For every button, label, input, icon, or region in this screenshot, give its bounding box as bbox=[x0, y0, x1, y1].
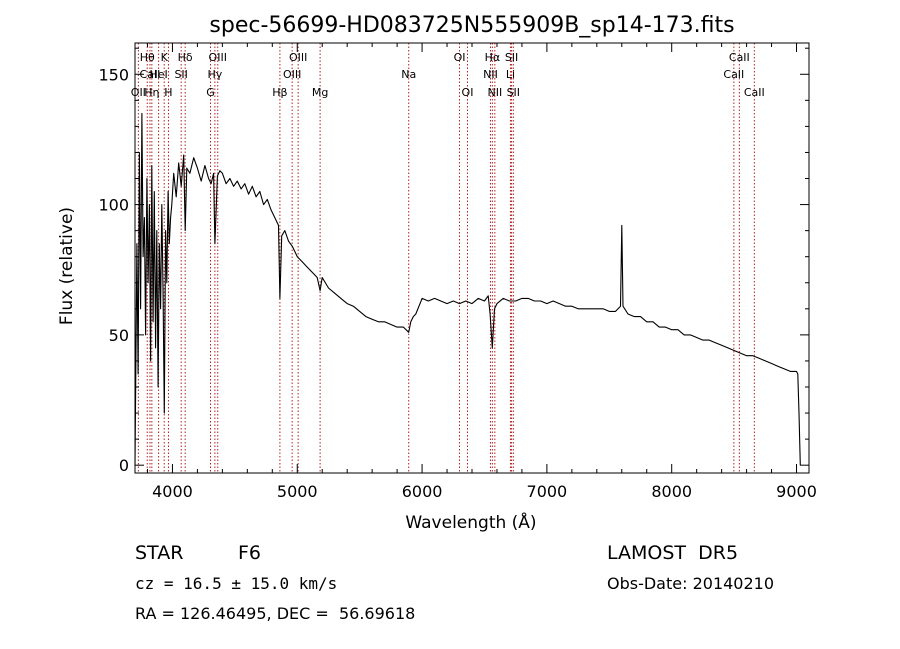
observation-date: Obs-Date: 20140210 bbox=[607, 574, 774, 593]
line-label-18: OI bbox=[462, 86, 474, 99]
line-label-7: Hδ bbox=[178, 51, 193, 64]
line-label-11: G bbox=[206, 86, 215, 99]
spectrum-line bbox=[134, 112, 801, 466]
line-label-25: CaII bbox=[729, 51, 750, 64]
spectral-line-markers bbox=[137, 43, 755, 473]
line-label-20: NII bbox=[483, 68, 498, 81]
line-label-14: OIII bbox=[283, 68, 301, 81]
line-label-26: CaII bbox=[723, 68, 744, 81]
line-label-16: Na bbox=[401, 68, 416, 81]
x-axis-ticks: 4000 5000 6000 7000 8000 9000 bbox=[146, 43, 817, 501]
line-label-24: SII bbox=[507, 86, 520, 99]
coordinates: RA = 126.46495, DEC = 56.69618 bbox=[135, 604, 415, 623]
y-tick-label-0: 0 bbox=[119, 456, 129, 475]
x-tick-label-1: 5000 bbox=[277, 482, 318, 501]
redshift-readout: cz = 16.5 ± 15.0 km/s bbox=[135, 574, 337, 593]
object-class: STAR bbox=[135, 542, 183, 564]
x-axis-label: Wavelength (Å) bbox=[405, 511, 536, 533]
line-label-19: Hα bbox=[485, 51, 501, 64]
line-label-4: K bbox=[161, 51, 169, 64]
line-label-22: SII bbox=[505, 51, 518, 64]
y-tick-label-1: 50 bbox=[109, 326, 129, 345]
line-label-13: OIII bbox=[289, 51, 307, 64]
y-tick-label-3: 150 bbox=[98, 65, 129, 84]
line-label-27: CaII bbox=[744, 86, 765, 99]
x-tick-label-5: 9000 bbox=[776, 482, 817, 501]
x-tick-label-2: 6000 bbox=[402, 482, 443, 501]
y-tick-label-2: 100 bbox=[98, 196, 129, 215]
spectral-subclass: F6 bbox=[238, 542, 261, 564]
line-label-3: Hη bbox=[144, 86, 159, 99]
line-label-8: SII bbox=[174, 68, 187, 81]
line-label-17: OI bbox=[454, 51, 466, 64]
line-label-21: NII bbox=[487, 86, 502, 99]
plot-frame bbox=[134, 42, 810, 474]
line-label-12: Hβ bbox=[272, 86, 287, 99]
line-label-23: Li bbox=[506, 68, 515, 81]
line-label-0: Hθ bbox=[140, 51, 155, 64]
line-label-5: HeI bbox=[149, 68, 167, 81]
line-label-15: Mg bbox=[312, 86, 328, 99]
x-tick-label-4: 8000 bbox=[651, 482, 692, 501]
line-label-10: Hγ bbox=[207, 68, 222, 81]
line-label-6: H bbox=[164, 86, 172, 99]
line-label-1: CaII bbox=[140, 68, 161, 81]
y-axis-label: Flux (relative) bbox=[57, 207, 77, 325]
y-axis-ticks: 0 50 100 150 bbox=[98, 47, 809, 475]
x-tick-label-0: 4000 bbox=[152, 482, 193, 501]
line-label-9: OIII bbox=[209, 51, 227, 64]
spectrum-series bbox=[134, 112, 801, 466]
survey-release: LAMOST DR5 bbox=[607, 542, 738, 564]
x-tick-label-3: 7000 bbox=[527, 482, 568, 501]
chart-title: spec-56699-HD083725N555909B_sp14-173.fit… bbox=[209, 13, 734, 38]
